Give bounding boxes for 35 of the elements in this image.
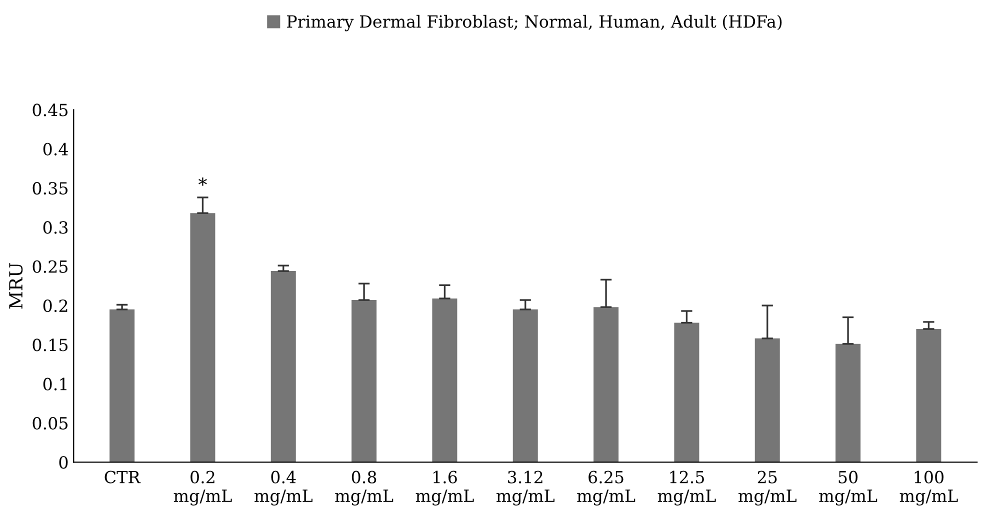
annotation: * <box>198 177 207 186</box>
bar <box>270 271 296 462</box>
y-axis-title: MRU <box>9 263 23 309</box>
bar <box>594 307 619 462</box>
x-tick-label: 0.8 mg/mL <box>335 470 394 506</box>
y-tick-label: 0.15 <box>32 338 68 352</box>
y-tick-label: 0.45 <box>32 104 68 116</box>
bar <box>110 309 135 462</box>
x-tick-label: CTR <box>104 470 141 484</box>
y-tick-label: 0.25 <box>32 260 68 273</box>
y-tick-label: 0.05 <box>32 416 68 430</box>
x-tick-label: 100 mg/mL <box>900 470 958 506</box>
bar <box>836 344 861 462</box>
bar <box>432 298 458 462</box>
x-tick-label: 25 mg/mL <box>738 470 796 506</box>
x-tick-label: 12.5 mg/mL <box>658 470 716 506</box>
y-tick-label: 0.1 <box>43 378 66 390</box>
bar <box>190 213 216 462</box>
bar <box>674 322 700 462</box>
x-tick-label: 0.2 mg/mL <box>174 470 232 506</box>
x-tick-label: 50 mg/mL <box>819 470 878 506</box>
y-tick-label: 0.4 <box>43 142 68 156</box>
bar <box>352 300 377 462</box>
bar <box>754 338 780 462</box>
y-tick-label: 0.2 <box>43 299 68 312</box>
y-tick-label: 0.3 <box>43 221 68 234</box>
legend-label: Primary Dermal Fibroblast; Normal, Human, Adult (HDFa) <box>287 14 782 32</box>
x-tick-label: 0.4 mg/mL <box>254 470 312 506</box>
x-tick-label: 6.25 mg/mL <box>577 470 636 506</box>
bar <box>916 329 942 462</box>
y-tick-label: 0 <box>59 456 68 469</box>
bar <box>512 309 538 462</box>
x-tick-label: 3.12 mg/mL <box>496 470 554 506</box>
x-tick-label: 1.6 mg/mL <box>416 470 474 506</box>
y-tick-label: 0.35 <box>32 182 68 195</box>
